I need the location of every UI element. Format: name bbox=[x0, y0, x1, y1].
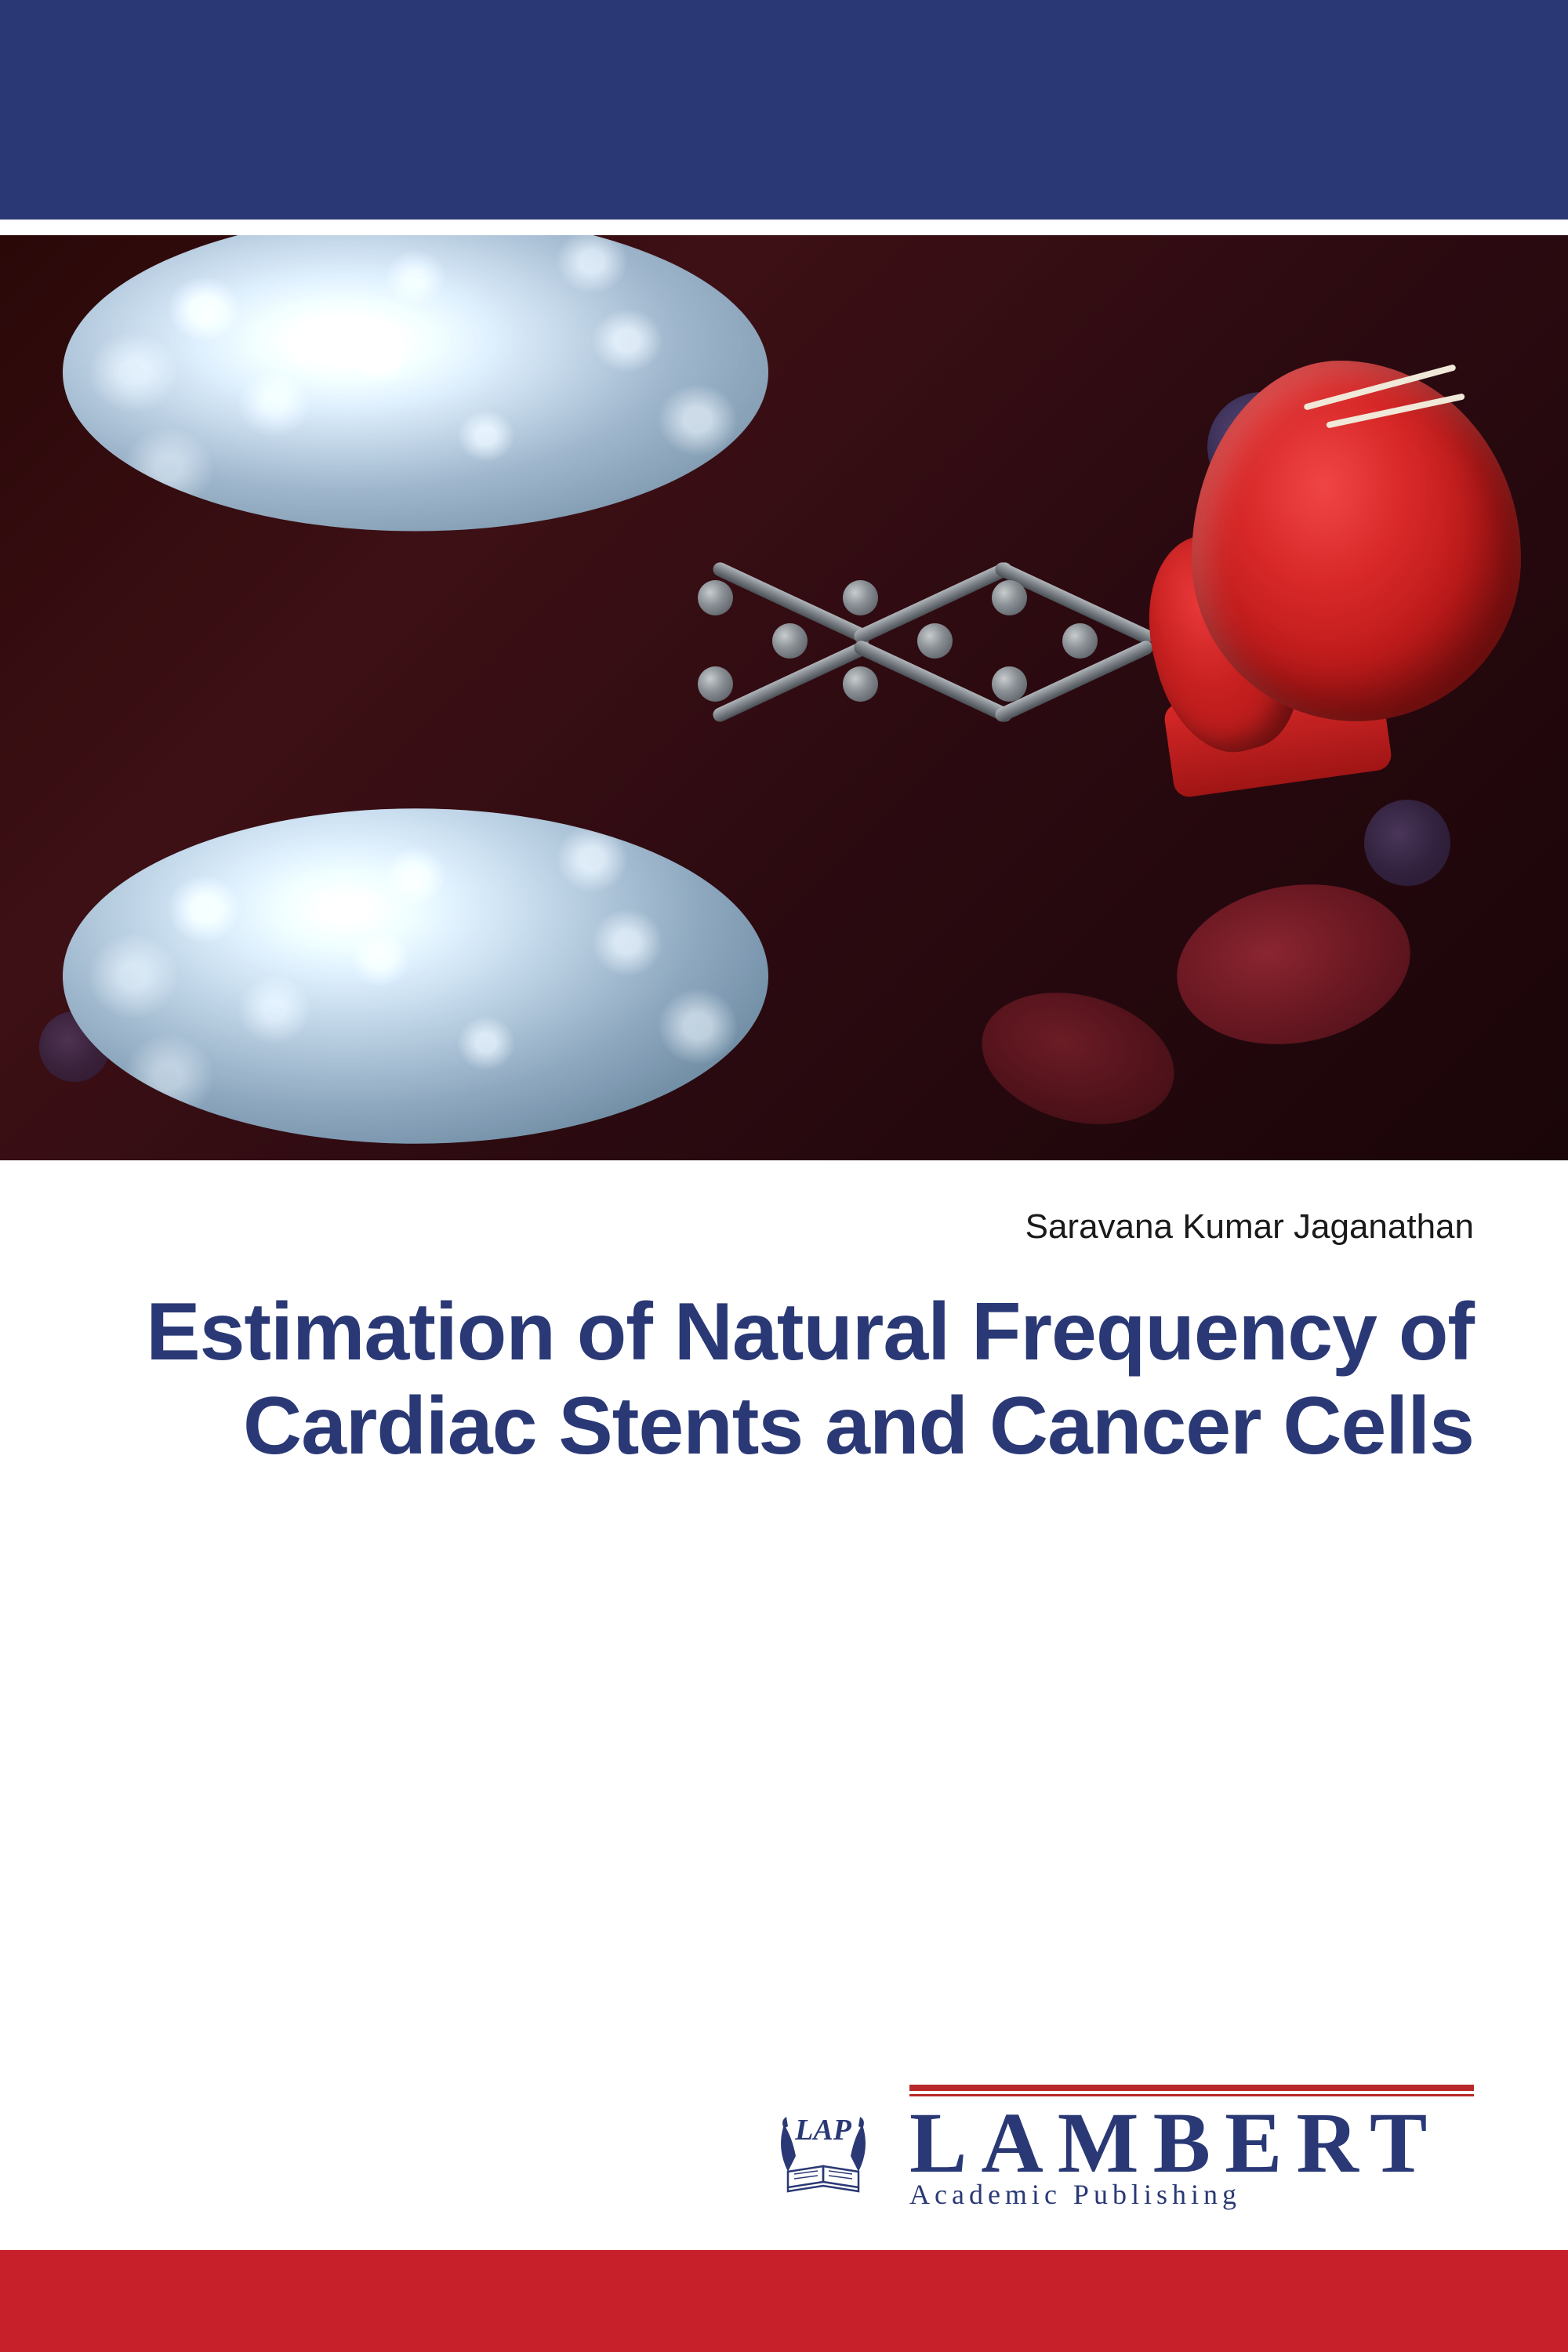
scissor-joint bbox=[698, 580, 733, 615]
publisher-area: LAP LAMBERT Academic Publishing bbox=[757, 2085, 1474, 2211]
publisher-line bbox=[909, 2085, 1474, 2091]
book-title: Estimation of Natural Frequency of Cardi… bbox=[94, 1286, 1474, 1473]
publisher-subtitle: Academic Publishing bbox=[909, 2178, 1474, 2211]
author-name: Saravana Kumar Jaganathan bbox=[94, 1207, 1474, 1247]
scissor-joint bbox=[992, 580, 1027, 615]
top-navy-band bbox=[0, 0, 1568, 220]
glove-main bbox=[1192, 361, 1521, 721]
scissor-joint bbox=[843, 666, 878, 702]
blood-cell-bg bbox=[1164, 866, 1423, 1062]
blood-cell-bg bbox=[967, 972, 1189, 1144]
cell-texture bbox=[63, 220, 768, 532]
scissor-joint bbox=[843, 580, 878, 615]
book-icon bbox=[780, 2160, 866, 2195]
boxing-glove bbox=[1129, 329, 1537, 768]
scissor-joint bbox=[1062, 623, 1098, 659]
publisher-name: LAMBERT bbox=[909, 2104, 1474, 2182]
cover-image-area bbox=[0, 220, 1568, 1160]
scissor-joint bbox=[917, 623, 953, 659]
scissor-joint bbox=[772, 623, 808, 659]
bottom-red-band bbox=[0, 2250, 1568, 2352]
scissor-joint bbox=[992, 666, 1027, 702]
publisher-logo: LAP bbox=[757, 2093, 890, 2203]
virus-particle bbox=[1364, 800, 1450, 886]
cell-texture bbox=[63, 808, 768, 1144]
scissor-joint bbox=[698, 666, 733, 702]
cell-sphere-top bbox=[63, 220, 768, 532]
publisher-name-block: LAMBERT Academic Publishing bbox=[909, 2085, 1474, 2211]
content-area: Saravana Kumar Jaganathan Estimation of … bbox=[0, 1160, 1568, 1473]
cell-sphere-bottom bbox=[63, 808, 768, 1144]
logo-text: LAP bbox=[795, 2113, 851, 2147]
